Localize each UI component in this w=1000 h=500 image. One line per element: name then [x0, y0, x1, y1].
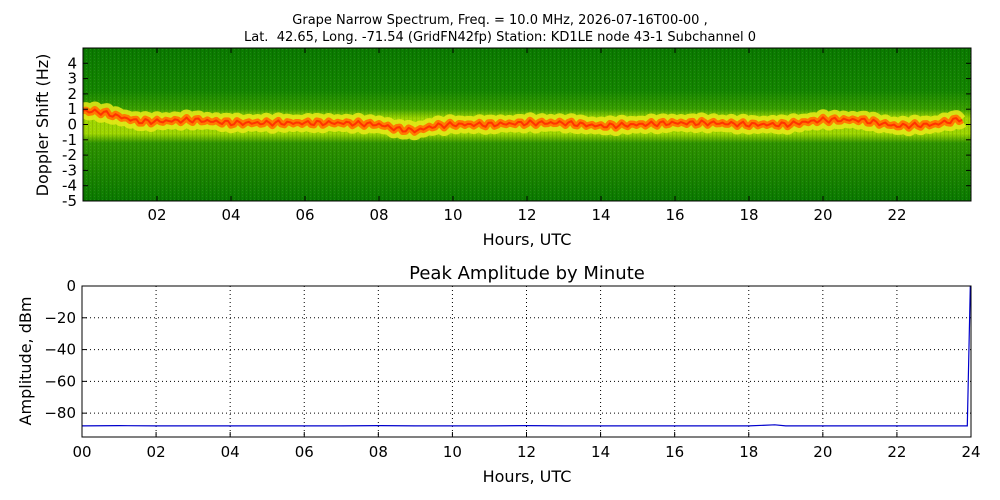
spectrogram-x-tick-label: 20 [813, 206, 832, 224]
amplitude-grid [82, 286, 971, 437]
amplitude-x-tick-label: 00 [72, 443, 91, 461]
amplitude-y-tick-label: −80 [44, 404, 76, 422]
amplitude-y-tick-label: −40 [44, 341, 76, 359]
spectrogram-y-tick-label: -2 [62, 146, 77, 164]
spectrogram-x-tick-label: 04 [221, 206, 240, 224]
amplitude-x-tick-label: 04 [221, 443, 240, 461]
spectrogram-x-tick-label: 18 [739, 206, 758, 224]
amplitude-plot-area [82, 286, 971, 437]
spectrogram-x-axis-label: Hours, UTC [483, 230, 572, 249]
spectrogram-y-axis-label: Doppler Shift (Hz) [33, 54, 52, 197]
doppler-ridge-peak [83, 108, 963, 134]
amplitude-y-axis-label: Amplitude, dBm [16, 297, 35, 426]
amplitude-x-tick-label: 22 [887, 443, 906, 461]
amplitude-x-tick-label: 06 [295, 443, 314, 461]
spectrogram-x-tick-label: 22 [887, 206, 906, 224]
amplitude-y-ticks: 0 −20 −40 −60 −80 [44, 277, 87, 422]
spectrogram-y-tick-label: -1 [62, 131, 77, 149]
spectrogram-x-tick-label: 06 [295, 206, 314, 224]
amplitude-x-tick-label: 10 [443, 443, 462, 461]
amplitude-panel: Peak Amplitude by Minute 00 02 04 06 08 10 12 1… [16, 263, 981, 486]
spectrogram-x-ticks: 02 04 06 08 10 12 14 16 18 20 22 [147, 48, 907, 224]
figure-title-line2: Lat. 42.65, Long. -71.54 (GridFN42fp) St… [243, 30, 756, 45]
amplitude-y-tick-label: 0 [66, 277, 76, 295]
amplitude-x-tick-label: 16 [665, 443, 684, 461]
amplitude-x-tick-label: 18 [739, 443, 758, 461]
spectrogram-y-tick-label: 3 [67, 70, 77, 88]
amplitude-x-axis-label: Hours, UTC [483, 467, 572, 486]
amplitude-y-tick-label: −60 [44, 372, 76, 390]
spectrogram-y-tick-label: 1 [67, 100, 77, 118]
spectrogram-x-tick-label: 14 [591, 206, 610, 224]
amplitude-x-tick-label: 14 [591, 443, 610, 461]
amplitude-x-tick-label: 24 [961, 443, 980, 461]
amplitude-chart-title: Peak Amplitude by Minute [409, 263, 645, 284]
amplitude-x-ticks: 00 02 04 06 08 10 12 14 16 18 20 22 24 [72, 432, 981, 461]
figure-title-line1: Grape Narrow Spectrum, Freq. = 10.0 MHz,… [292, 13, 708, 28]
spectrogram-y-tick-label: -5 [62, 192, 77, 210]
amplitude-x-tick-label: 20 [813, 443, 832, 461]
spectrogram-x-tick-label: 12 [517, 206, 536, 224]
spectrogram-y-tick-label: -4 [62, 177, 77, 195]
spectrogram-y-tick-label: 0 [67, 116, 77, 134]
spectrogram-y-tick-label: -3 [62, 161, 77, 179]
spectrogram-x-tick-label: 16 [665, 206, 684, 224]
amplitude-series-line [82, 286, 971, 427]
spectrogram-y-tick-label: 4 [67, 54, 77, 72]
spectrogram-x-tick-label: 10 [443, 206, 462, 224]
amplitude-x-tick-label: 08 [369, 443, 388, 461]
spectrogram-x-tick-label: 08 [369, 206, 388, 224]
spectrogram-x-tick-label: 02 [147, 206, 166, 224]
amplitude-y-tick-label: −20 [44, 309, 76, 327]
figure-title: Grape Narrow Spectrum, Freq. = 10.0 MHz,… [0, 12, 1000, 46]
amplitude-x-tick-label: 12 [517, 443, 536, 461]
spectrogram-y-tick-label: 2 [67, 85, 77, 103]
amplitude-x-tick-label: 02 [147, 443, 166, 461]
